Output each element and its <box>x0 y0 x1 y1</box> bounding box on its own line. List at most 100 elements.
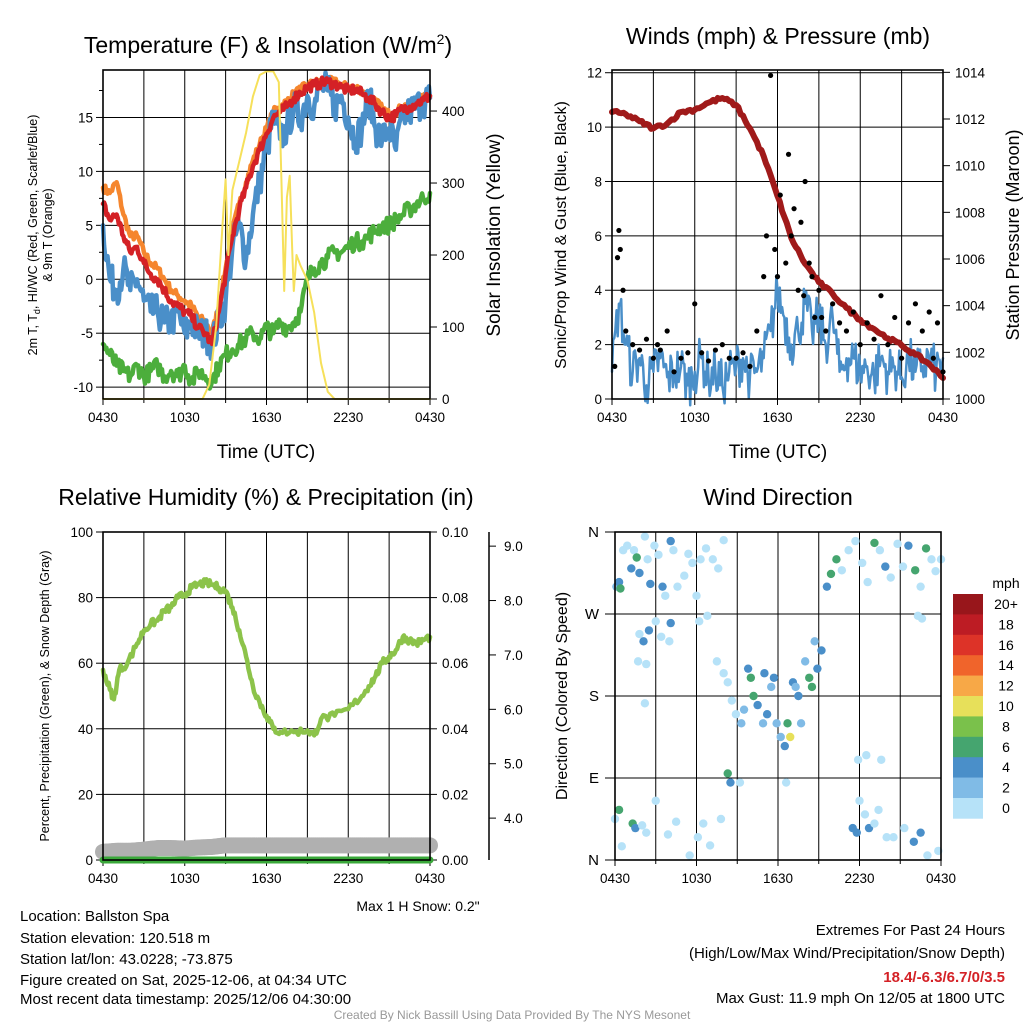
wind-direction-point <box>692 591 701 600</box>
wind-direction-point <box>617 842 626 851</box>
legend-label: 8 <box>1002 718 1010 734</box>
wind-direction-point <box>860 810 870 819</box>
wind-direction-point <box>663 830 673 839</box>
y-tick-label: 0 <box>85 272 93 287</box>
elevation-text: Station elevation: 120.518 m <box>20 930 210 947</box>
wind-xlabel: Time (UTC) <box>729 442 828 463</box>
gust-point <box>733 355 739 361</box>
speed-legend: mph 20+ 18 16 14 12 10 8 6 4 2 0 <box>953 575 1020 819</box>
wind-direction-point <box>923 851 932 860</box>
wind-direction-point <box>714 564 723 573</box>
wind-direction-point <box>651 796 660 805</box>
wind-direction-point <box>661 591 670 600</box>
gust-point <box>772 246 778 253</box>
wind-direction-point <box>753 700 762 710</box>
wind-direction-point <box>646 579 655 589</box>
wind-direction-point <box>673 582 682 591</box>
y-tick-label: 80 <box>78 591 93 606</box>
gust-point <box>747 363 753 369</box>
legend-swatch <box>953 634 983 656</box>
wind-direction-point <box>794 691 803 701</box>
wind-direction-point <box>708 555 717 564</box>
gust-point <box>719 342 725 348</box>
wind-direction-point <box>889 833 898 842</box>
wind-direction-point <box>881 562 890 571</box>
legend-swatch <box>953 736 983 758</box>
y-tick-label: -10 <box>73 380 93 395</box>
y-tick-label: 5 <box>85 218 93 233</box>
gust-point <box>685 350 691 356</box>
direction-label: E <box>589 770 599 787</box>
series-td <box>100 190 433 391</box>
wind-direction-point <box>731 710 741 719</box>
wind-direction-point <box>837 566 847 575</box>
gust-point <box>623 328 629 334</box>
x-tick-label: 0430 <box>415 410 445 425</box>
x-tick-label: 1630 <box>251 871 281 886</box>
station-info: Location: Ballston Spa Station elevation… <box>20 908 351 1008</box>
wind-direction-point <box>877 755 886 764</box>
gust-point <box>871 336 877 342</box>
wind-direction-point <box>716 814 726 824</box>
gust-point <box>643 336 650 342</box>
gust-point <box>699 350 705 356</box>
wind-direction-point <box>631 823 640 833</box>
wind-direction-point <box>705 841 715 850</box>
x-tick-label: 0430 <box>88 410 118 425</box>
plot-frame <box>102 531 431 861</box>
wind-direction-point <box>684 549 693 559</box>
wind-direction-point <box>852 828 861 837</box>
series-rh <box>100 577 433 738</box>
gust-point <box>819 314 825 321</box>
wind-direction-point <box>614 805 624 815</box>
legend-label: 6 <box>1002 739 1010 755</box>
wind-chart-title: Winds (mph) & Pressure (mb) <box>626 23 930 49</box>
gust-point <box>763 233 770 239</box>
y-tick-label: 8 <box>594 174 602 189</box>
wind-direction-point <box>791 682 800 692</box>
y-tick-label: 0 <box>85 853 93 868</box>
wind-direction-point <box>900 823 909 833</box>
wind-direction-point <box>680 571 689 580</box>
wind-direction-point <box>723 678 732 687</box>
plot-frame <box>611 69 944 400</box>
y3-tick-label: 5.0 <box>504 757 523 772</box>
y2-tick-label: 0.02 <box>442 787 468 802</box>
gust-point <box>934 320 941 326</box>
x-tick-label: 1630 <box>762 410 792 425</box>
wind-direction-point <box>783 719 792 728</box>
temp-ylabel: 2m T, Td, HI/WC (Red, Green, Scarlet/Blu… <box>26 115 42 356</box>
wind-direction-point <box>685 851 694 860</box>
y-tick-label: 4 <box>594 283 602 298</box>
wind-direction-point <box>739 705 749 714</box>
legend-swatch <box>953 655 983 676</box>
wind-direction-point <box>917 614 927 623</box>
x-tick-label: 1630 <box>251 410 281 425</box>
y3-tick-label: 8.0 <box>504 594 523 609</box>
wind-direction-point <box>643 555 652 564</box>
wind-direction-point <box>699 819 708 828</box>
gust-point <box>926 309 932 315</box>
legend-swatch <box>953 696 983 717</box>
y2-tick-label: 1006 <box>955 252 985 267</box>
wind-direction-point <box>853 755 863 764</box>
gust-point <box>864 320 870 326</box>
x-tick-label: 1030 <box>170 871 200 886</box>
wind-direction-point <box>810 637 819 646</box>
wind-direction-point <box>695 617 704 626</box>
wind-direction-point <box>776 732 785 742</box>
wind-direction-point <box>623 541 632 550</box>
gust-point <box>806 260 812 266</box>
gust-point <box>726 355 732 361</box>
series-solar-insolation <box>102 70 431 400</box>
plot-frame <box>614 531 942 861</box>
x-tick-label: 1630 <box>763 871 793 886</box>
gust-point <box>791 206 797 212</box>
wind-direction-point <box>654 550 663 559</box>
y2-tick-label: 0.04 <box>442 722 469 737</box>
y2-tick-label: 1004 <box>955 299 986 314</box>
wind-direction-point <box>760 669 769 678</box>
gust-point <box>612 363 618 369</box>
wind-direction-point <box>870 538 879 548</box>
direction-label: N <box>588 524 599 541</box>
